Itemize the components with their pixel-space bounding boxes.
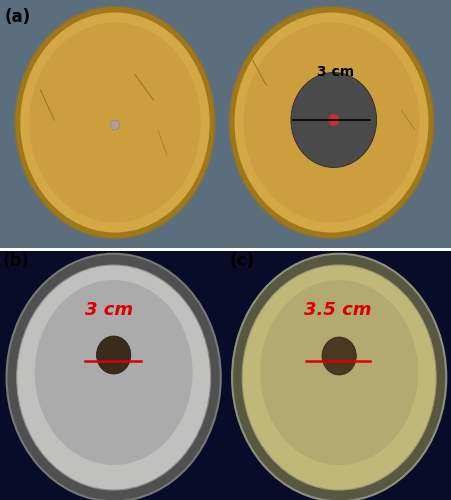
Ellipse shape	[242, 265, 436, 490]
Text: 3 cm: 3 cm	[85, 301, 133, 319]
Ellipse shape	[232, 254, 446, 500]
Circle shape	[97, 336, 131, 374]
Bar	[0, 251, 228, 500]
Bar	[228, 251, 451, 500]
Bar	[0, 0, 451, 248]
Circle shape	[328, 114, 339, 126]
Circle shape	[110, 120, 120, 130]
Text: (b): (b)	[2, 252, 29, 270]
Ellipse shape	[15, 6, 215, 239]
Text: (c): (c)	[230, 252, 255, 270]
Text: 3.5 cm: 3.5 cm	[304, 301, 371, 319]
Text: 3 cm: 3 cm	[318, 66, 354, 80]
Circle shape	[291, 72, 377, 168]
Ellipse shape	[35, 280, 193, 465]
Circle shape	[322, 337, 356, 375]
Ellipse shape	[260, 280, 418, 465]
Ellipse shape	[17, 265, 211, 490]
Ellipse shape	[229, 6, 434, 239]
Ellipse shape	[7, 254, 221, 500]
Ellipse shape	[20, 12, 210, 232]
Text: (a): (a)	[5, 8, 31, 26]
Ellipse shape	[244, 22, 419, 222]
Ellipse shape	[235, 12, 428, 232]
Ellipse shape	[29, 22, 201, 222]
